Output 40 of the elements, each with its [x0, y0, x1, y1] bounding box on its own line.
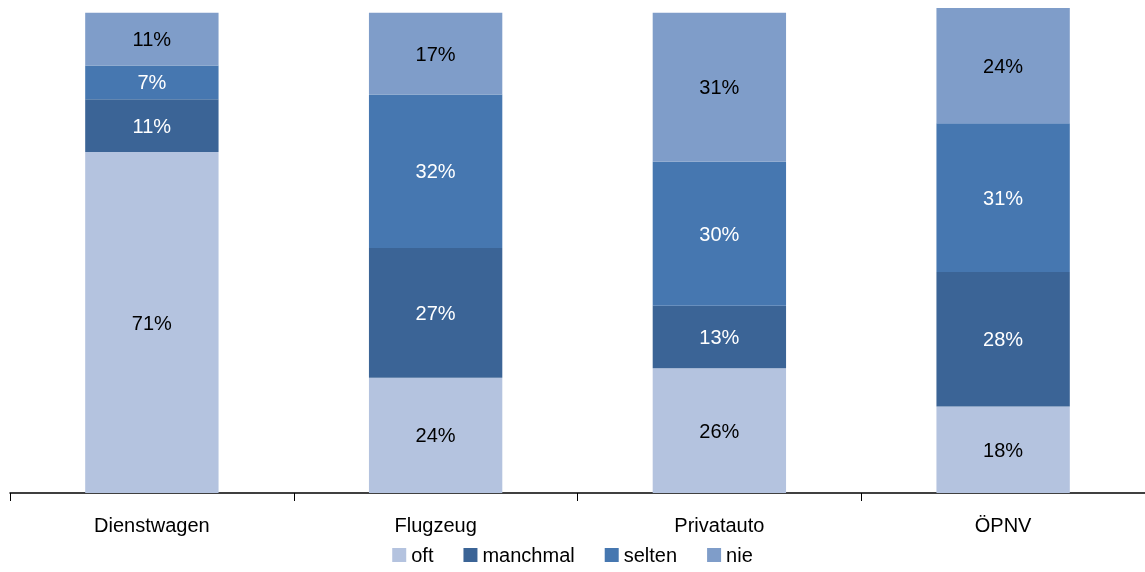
- bar: [652, 305, 787, 369]
- data-label: 11%: [132, 114, 172, 137]
- bar: [85, 152, 219, 493]
- bar: [652, 12, 787, 162]
- bar: [936, 272, 1070, 407]
- bar: [85, 12, 219, 66]
- bar: [652, 368, 787, 493]
- data-label: 24%: [415, 424, 456, 447]
- data-label: 24%: [983, 54, 1024, 77]
- bar: [368, 377, 503, 493]
- bar: [368, 94, 503, 249]
- data-label: 27%: [415, 301, 456, 324]
- data-label: 11%: [132, 28, 172, 51]
- bar: [936, 406, 1070, 493]
- data-label: 26%: [699, 419, 740, 442]
- data-label: 71%: [131, 311, 173, 334]
- bar: [936, 8, 1070, 124]
- data-label: 13%: [699, 325, 740, 348]
- x-tick-label: ÖPNV: [974, 514, 1033, 536]
- x-tick-label: Dienstwagen: [94, 514, 210, 536]
- legend-label: nie: [726, 544, 753, 566]
- bar: [368, 12, 503, 95]
- data-label: 31%: [699, 76, 740, 99]
- data-label: 32%: [415, 160, 456, 183]
- bar: [85, 99, 219, 153]
- x-tick-label: Privatauto: [674, 514, 765, 536]
- data-label: 28%: [983, 328, 1024, 351]
- x-tick-label: Flugzeug: [394, 514, 477, 536]
- bar: [936, 123, 1070, 273]
- data-label: 18%: [983, 438, 1024, 461]
- bar: [652, 161, 787, 306]
- data-label: 17%: [415, 42, 456, 65]
- legend-label: manchmal: [482, 544, 575, 566]
- legend-label: selten: [623, 544, 678, 566]
- bar: [85, 65, 219, 100]
- data-label: 31%: [983, 186, 1024, 209]
- data-label: 30%: [699, 222, 740, 245]
- legend-label: oft: [411, 544, 434, 566]
- data-label: 7%: [137, 71, 167, 94]
- bar: [368, 248, 503, 378]
